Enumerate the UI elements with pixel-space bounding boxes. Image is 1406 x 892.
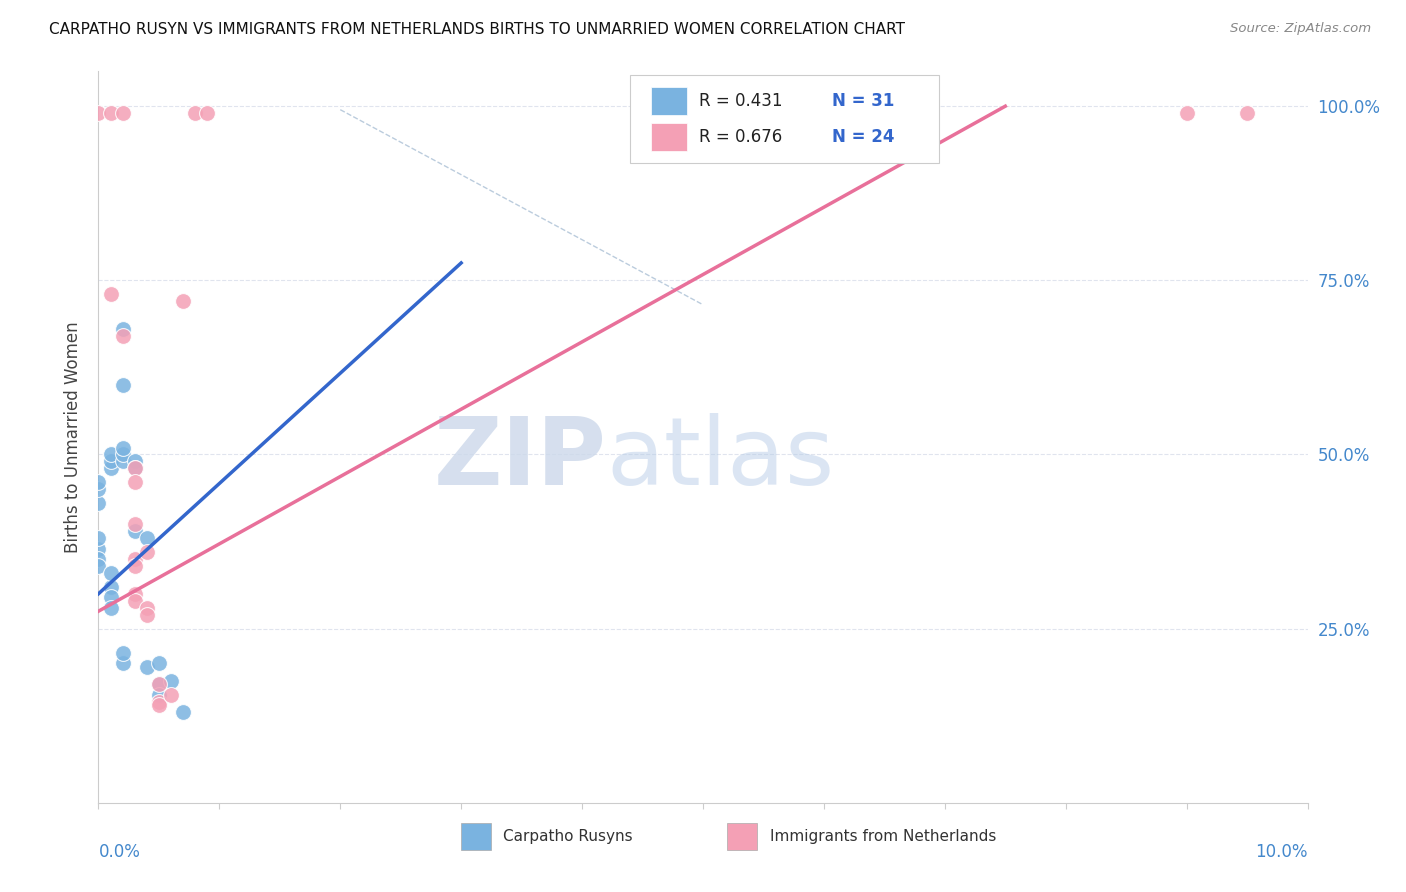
Point bbox=[100, 106, 122, 120]
Text: ZIP: ZIP bbox=[433, 413, 606, 505]
Point bbox=[111, 377, 134, 392]
Point bbox=[148, 688, 170, 702]
Text: R = 0.431: R = 0.431 bbox=[699, 92, 783, 111]
Point bbox=[100, 448, 122, 462]
Point bbox=[172, 705, 194, 719]
Point bbox=[100, 591, 122, 605]
Point bbox=[124, 558, 146, 573]
Point bbox=[184, 106, 207, 120]
Point bbox=[135, 531, 157, 545]
Point bbox=[195, 106, 218, 120]
Point bbox=[135, 660, 157, 674]
Point bbox=[111, 322, 134, 336]
Point bbox=[87, 531, 110, 545]
Bar bbox=[727, 822, 758, 850]
Point bbox=[124, 552, 146, 566]
Point bbox=[148, 695, 170, 709]
Point bbox=[160, 673, 183, 688]
Text: atlas: atlas bbox=[606, 413, 835, 505]
Point bbox=[87, 106, 110, 120]
Point bbox=[148, 657, 170, 671]
Point bbox=[124, 454, 146, 468]
Point bbox=[135, 600, 157, 615]
Text: CARPATHO RUSYN VS IMMIGRANTS FROM NETHERLANDS BIRTHS TO UNMARRIED WOMEN CORRELAT: CARPATHO RUSYN VS IMMIGRANTS FROM NETHER… bbox=[49, 22, 905, 37]
Point bbox=[87, 483, 110, 497]
Point bbox=[148, 677, 170, 691]
Point bbox=[87, 475, 110, 490]
Point bbox=[111, 454, 134, 468]
Text: Immigrants from Netherlands: Immigrants from Netherlands bbox=[769, 829, 995, 844]
Point bbox=[87, 541, 110, 556]
Point bbox=[111, 329, 134, 343]
Point bbox=[135, 607, 157, 622]
Point bbox=[1236, 106, 1258, 120]
Point bbox=[100, 566, 122, 580]
Text: N = 24: N = 24 bbox=[832, 128, 894, 145]
Point bbox=[124, 517, 146, 532]
Point bbox=[148, 698, 170, 713]
Point bbox=[87, 552, 110, 566]
Text: 10.0%: 10.0% bbox=[1256, 843, 1308, 861]
Point bbox=[100, 287, 122, 301]
Point bbox=[135, 545, 157, 559]
Y-axis label: Births to Unmarried Women: Births to Unmarried Women bbox=[65, 321, 83, 553]
Bar bbox=[461, 822, 492, 850]
Point bbox=[124, 587, 146, 601]
Point bbox=[111, 106, 134, 120]
Point bbox=[111, 448, 134, 462]
Text: N = 31: N = 31 bbox=[832, 92, 894, 111]
Point bbox=[172, 294, 194, 309]
Text: R = 0.676: R = 0.676 bbox=[699, 128, 783, 145]
Point bbox=[124, 461, 146, 475]
Point bbox=[87, 558, 110, 573]
Point bbox=[100, 454, 122, 468]
Text: Carpatho Rusyns: Carpatho Rusyns bbox=[503, 829, 633, 844]
Bar bbox=[651, 122, 688, 151]
Point bbox=[100, 580, 122, 594]
FancyBboxPatch shape bbox=[630, 75, 939, 163]
Point bbox=[100, 600, 122, 615]
Point bbox=[111, 646, 134, 660]
Point bbox=[111, 657, 134, 671]
Point bbox=[87, 496, 110, 510]
Text: 0.0%: 0.0% bbox=[98, 843, 141, 861]
Point bbox=[1175, 106, 1198, 120]
Point bbox=[148, 677, 170, 691]
Point bbox=[124, 594, 146, 608]
Text: Source: ZipAtlas.com: Source: ZipAtlas.com bbox=[1230, 22, 1371, 36]
Point bbox=[124, 524, 146, 538]
Bar bbox=[651, 87, 688, 115]
Point bbox=[100, 461, 122, 475]
Point bbox=[124, 475, 146, 490]
Point bbox=[160, 688, 183, 702]
Point bbox=[111, 441, 134, 455]
Point bbox=[124, 461, 146, 475]
